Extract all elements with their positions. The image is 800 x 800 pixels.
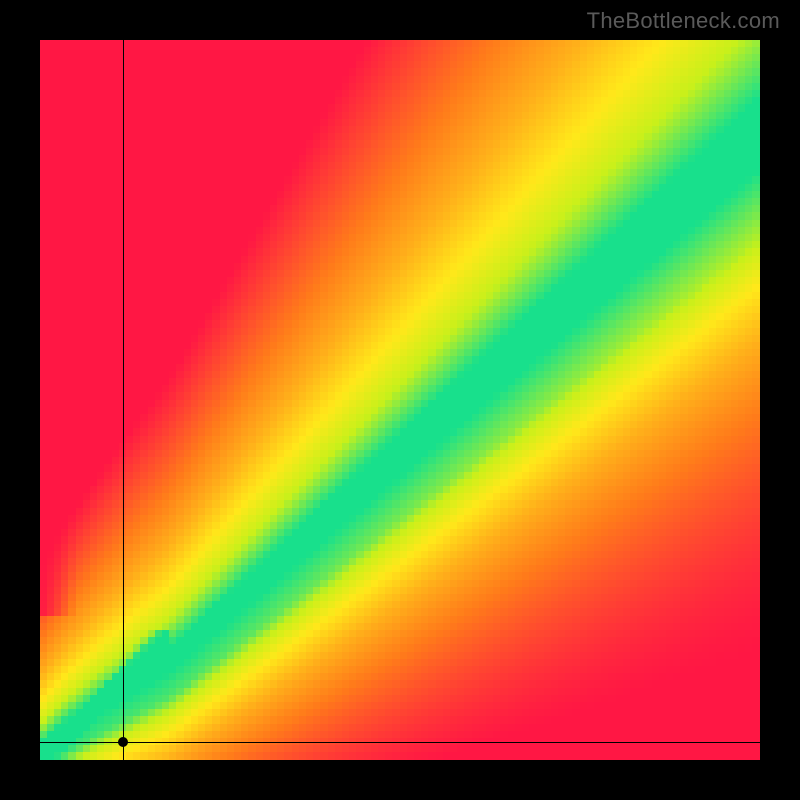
chart-container: TheBottleneck.com bbox=[0, 0, 800, 800]
crosshair-marker bbox=[118, 737, 128, 747]
crosshair-vertical bbox=[123, 40, 124, 760]
watermark-text: TheBottleneck.com bbox=[587, 8, 780, 34]
crosshair-horizontal bbox=[40, 742, 760, 743]
heatmap-canvas bbox=[40, 40, 760, 760]
plot-area bbox=[40, 40, 760, 760]
